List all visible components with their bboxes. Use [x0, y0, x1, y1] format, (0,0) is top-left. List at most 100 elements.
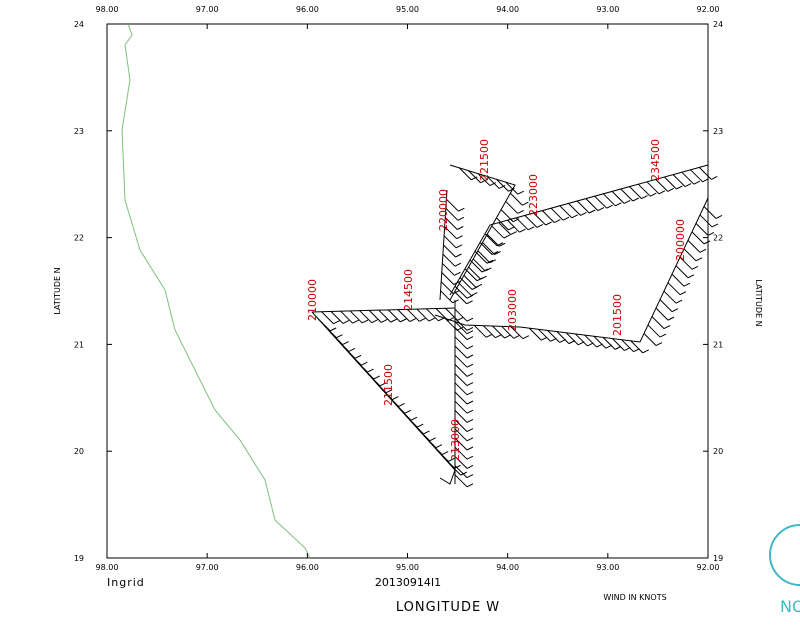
barb-staff — [454, 354, 468, 368]
barb-staff — [454, 446, 468, 460]
barb-flag — [419, 317, 426, 322]
lat-tick-label: 19 — [74, 554, 84, 563]
barb-staff — [454, 345, 468, 359]
barb-flag — [667, 187, 674, 192]
barb-staff — [446, 198, 459, 212]
barb-staff — [454, 382, 468, 396]
barb-flag — [390, 318, 397, 323]
barb-flag — [392, 396, 399, 401]
barb-flag — [498, 184, 506, 189]
barb-staff — [387, 309, 401, 323]
barb-staff — [441, 272, 455, 285]
barb-staff — [440, 290, 453, 304]
barb-staff — [675, 265, 689, 279]
time-label: 200000 — [674, 219, 687, 261]
barb-staff — [510, 326, 524, 340]
barb-flag — [562, 216, 570, 221]
barb-staff — [538, 328, 551, 342]
barb-staff — [454, 336, 468, 350]
barb-flag — [480, 179, 487, 184]
barb-flag — [466, 382, 474, 387]
track-leg — [311, 307, 456, 313]
barb-flag — [517, 190, 524, 195]
barb-flag — [342, 320, 350, 324]
barb-flag — [519, 228, 526, 233]
barb-flag — [475, 283, 483, 288]
barb-staff — [647, 324, 661, 338]
barb-flag — [466, 363, 474, 368]
time-label: 201500 — [611, 294, 624, 336]
barb-staff — [643, 333, 657, 346]
barb-staff — [541, 210, 555, 223]
barb-flag — [452, 290, 460, 295]
barb-flag — [354, 354, 362, 359]
lat-tick-label: 24 — [713, 20, 723, 29]
barb-flag — [428, 317, 436, 322]
barb-flag — [571, 214, 578, 219]
barb-flag — [522, 201, 529, 206]
barb-staff — [458, 167, 472, 181]
barb-flag — [699, 248, 707, 253]
barb-staff — [501, 325, 515, 339]
lon-tick-label: 95.00 — [396, 563, 419, 572]
time-label: 210000 — [306, 279, 319, 321]
barb-staff — [651, 316, 665, 329]
barb-staff — [340, 310, 353, 324]
barb-flag — [400, 318, 407, 323]
barb-flag — [379, 382, 387, 387]
logo-ring — [769, 524, 800, 586]
time-label: 214500 — [402, 269, 415, 311]
barb-flag — [554, 219, 561, 224]
time-label: 211500 — [382, 364, 395, 406]
barb-flag — [466, 437, 474, 442]
barb-flag — [466, 418, 474, 423]
barb-staff — [443, 235, 457, 249]
lat-tick-label: 24 — [74, 20, 84, 29]
barb-staff — [486, 176, 500, 189]
barb-staff — [454, 410, 468, 423]
barb-flag — [448, 457, 455, 462]
logo-text: NO — [780, 597, 800, 616]
barb-staff — [454, 327, 468, 340]
lon-tick-label: 98.00 — [96, 563, 119, 572]
barb-flag — [522, 335, 530, 340]
track-leg — [449, 164, 516, 301]
barb-flag — [615, 202, 622, 207]
barb-staff — [459, 277, 473, 290]
barb-staff — [505, 201, 519, 214]
barb-flag — [536, 223, 544, 228]
barb-flag — [641, 195, 648, 200]
barb-flag — [489, 182, 497, 187]
barb-flag — [453, 281, 460, 285]
barb-staff — [559, 205, 573, 219]
barb-flag — [650, 192, 657, 197]
barb-flag — [460, 471, 468, 476]
barb-staff — [646, 181, 660, 195]
barb-flag — [684, 183, 692, 188]
barb-flag — [466, 455, 474, 460]
barb-staff — [655, 307, 669, 321]
barb-flag — [371, 319, 378, 324]
barb-staff — [454, 291, 467, 305]
barb-staff — [454, 437, 468, 451]
barb-staff — [663, 290, 677, 304]
lat-tick-label: 19 — [713, 554, 723, 563]
barb-flag — [707, 231, 715, 236]
barb-flag — [527, 226, 535, 231]
barb-staff — [368, 310, 382, 323]
barb-flag — [398, 402, 405, 407]
barb-flag — [329, 327, 337, 332]
barb-staff — [444, 217, 458, 230]
barb-flag — [454, 271, 461, 276]
time-label: 213000 — [449, 419, 462, 461]
barb-flag — [517, 209, 524, 214]
barb-staff — [458, 283, 472, 296]
barb-staff — [629, 186, 642, 199]
flight-id: 20130914I1 — [375, 576, 441, 589]
barb-flag — [494, 251, 501, 255]
barb-staff — [507, 219, 520, 233]
barb-staff — [321, 311, 334, 325]
barb-flag — [466, 391, 474, 396]
lon-tick-label: 97.00 — [196, 563, 219, 572]
barb-flag — [361, 319, 369, 324]
